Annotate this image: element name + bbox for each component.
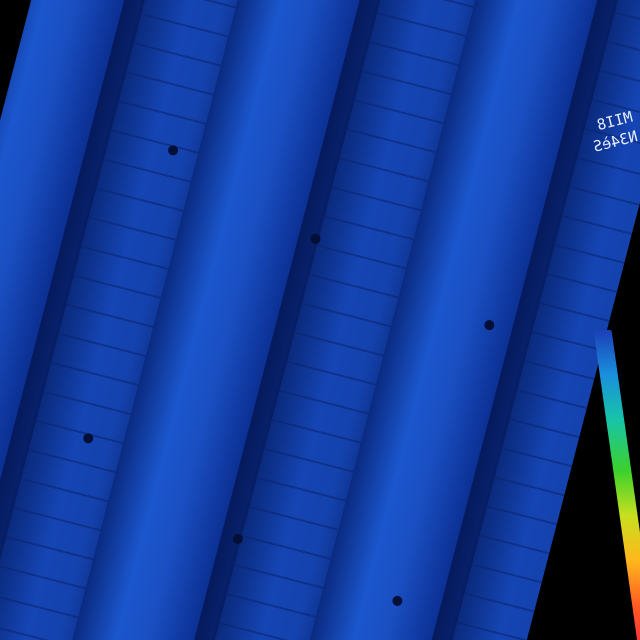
- colorbar: [593, 330, 640, 640]
